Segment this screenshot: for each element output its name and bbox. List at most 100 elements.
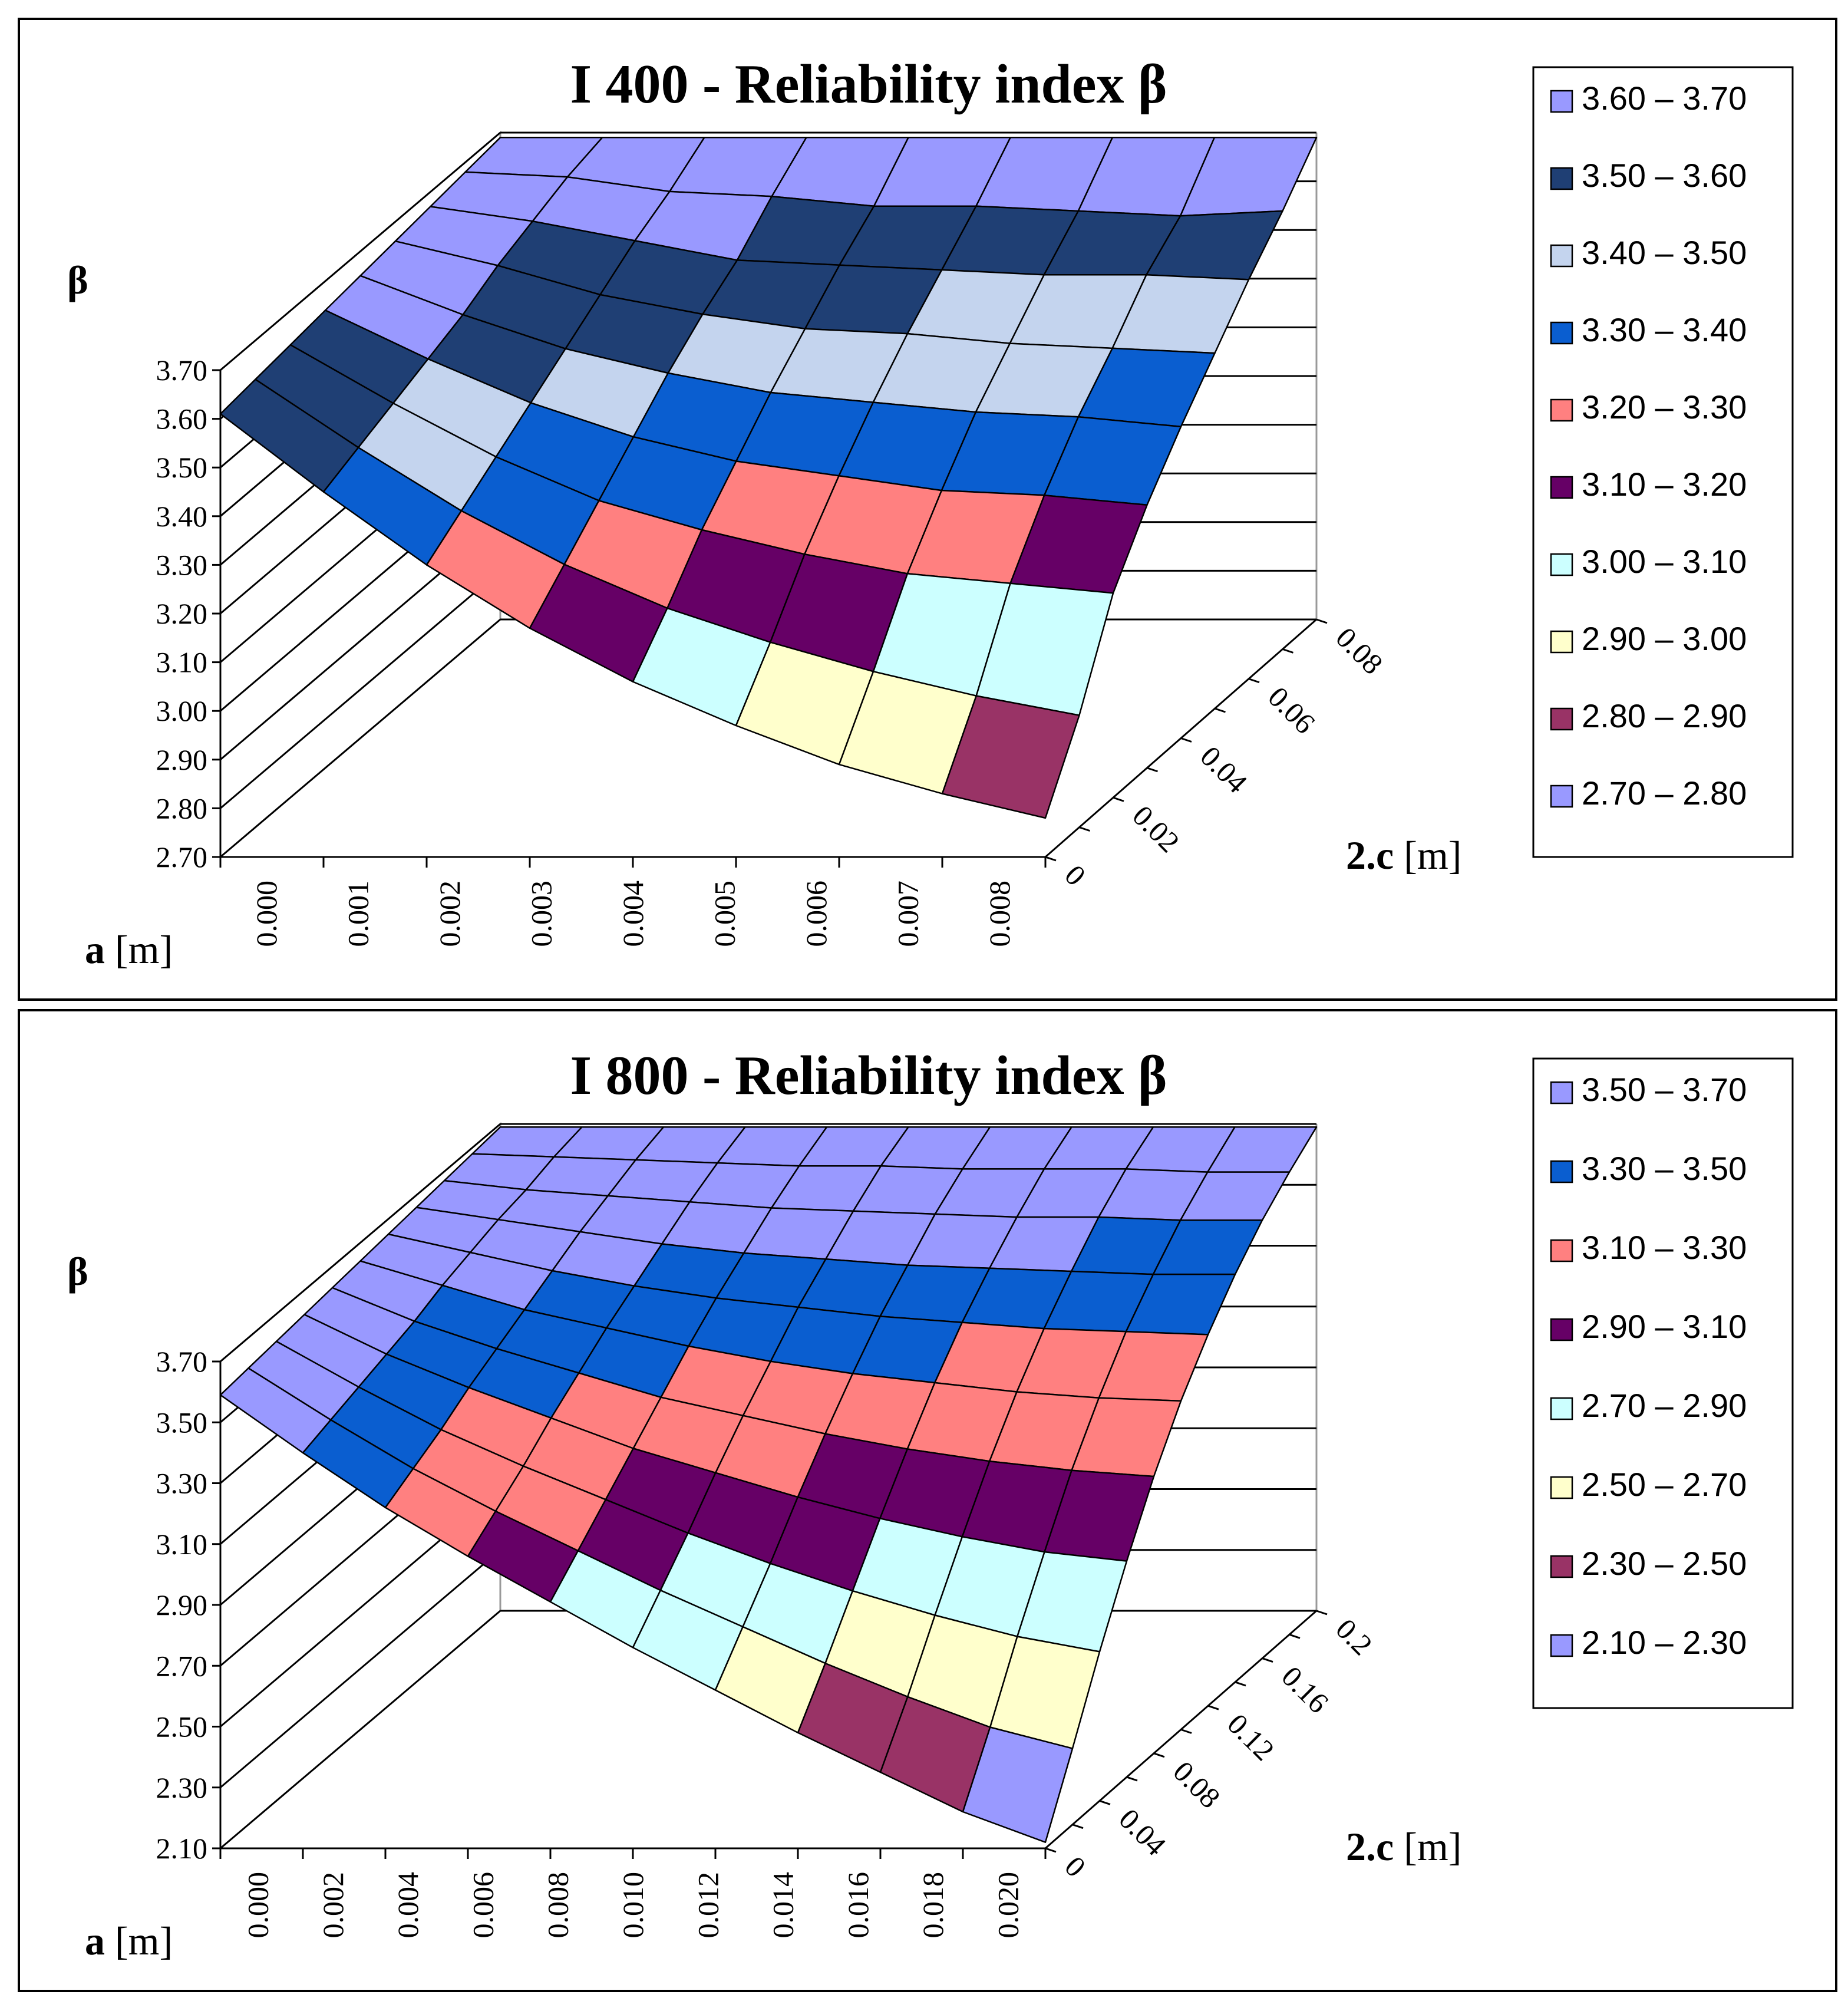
legend-swatch [1550, 398, 1573, 422]
legend-swatch [1550, 1476, 1573, 1499]
y-tick-label: 0.04 [1113, 1802, 1172, 1862]
legend-swatch [1550, 630, 1573, 654]
y-tick-mark [1316, 1610, 1328, 1616]
gridline-left-wall [220, 1610, 501, 1850]
z-tick-label: 3.40 [156, 500, 208, 533]
legend-box [1532, 1057, 1794, 1709]
x-axis: 0.000 0.002 0.004 0.006 0.008 0.010 0.012 0.014… [85, 1847, 1047, 1963]
x-tick-label: 0.007 [892, 881, 925, 947]
y-tick-mark [1235, 1681, 1246, 1687]
legend-label: 3.60 – 3.70 [1582, 80, 1747, 117]
gridline-left-wall [220, 570, 501, 809]
z-tick-label: 3.20 [156, 597, 208, 630]
legend-label: 3.00 – 3.10 [1582, 543, 1747, 580]
z-tick-label: 2.10 [156, 1832, 208, 1865]
z-tick-label: 3.70 [156, 354, 208, 387]
y-tick-mark [1248, 678, 1260, 684]
legend-swatch [1550, 707, 1573, 731]
legend-label: 3.50 – 3.60 [1582, 157, 1747, 194]
y-tick-mark [1099, 1799, 1111, 1805]
legend-label: 3.10 – 3.20 [1582, 466, 1747, 503]
y-tick-mark [1316, 618, 1328, 624]
z-tick-label: 3.30 [156, 1467, 208, 1500]
z-tick-label: 2.50 [156, 1710, 208, 1743]
x-tick-label: 0.012 [691, 1872, 724, 1939]
legend-label: 2.90 – 3.00 [1582, 620, 1747, 657]
x-tick-label: 0.020 [991, 1872, 1024, 1939]
legend-swatch [1550, 244, 1573, 268]
x-axis-title: a [m] [85, 927, 173, 972]
legend-swatch [1550, 1397, 1573, 1420]
surface-chart-i400: I 400 - Reliability index β 2.70 2.80 2.90 3… [67, 54, 1794, 972]
z-tick-label: 2.70 [156, 1649, 208, 1682]
x-tick-label: 0.000 [242, 1872, 275, 1939]
legend-swatch [1550, 1634, 1573, 1657]
x-tick-label: 0.005 [708, 881, 741, 947]
y-tick-label: 0.08 [1167, 1755, 1226, 1814]
x-tick-label: 0.010 [616, 1872, 649, 1939]
x-tick-label: 0.000 [250, 881, 283, 947]
gridline-left-wall [220, 618, 501, 858]
x-tick-label: 0.002 [316, 1872, 349, 1939]
x-tick-label: 0.006 [466, 1872, 499, 1939]
y-tick-mark [1215, 707, 1226, 713]
legend-swatch [1550, 1239, 1573, 1262]
y-tick-mark [1079, 826, 1090, 832]
legend-label: 2.70 – 2.90 [1582, 1387, 1747, 1424]
surface-cell [962, 1726, 1074, 1843]
legend-label: 3.10 – 3.30 [1582, 1229, 1747, 1266]
legend-label: 3.40 – 3.50 [1582, 234, 1747, 271]
z-tick-label: 2.90 [156, 743, 208, 776]
legend-label: 2.90 – 3.10 [1582, 1308, 1747, 1345]
legend-label: 2.10 – 2.30 [1582, 1624, 1747, 1661]
legend-label: 2.30 – 2.50 [1582, 1545, 1747, 1582]
x-tick-label: 0.008 [542, 1872, 575, 1939]
y-tick-mark [1262, 1657, 1273, 1663]
x-tick-label: 0.018 [916, 1872, 949, 1939]
y-tick-mark [1045, 856, 1057, 862]
x-tick-label: 0.006 [800, 881, 833, 947]
gridline-left-wall [220, 1549, 501, 1788]
legend-swatch [1550, 90, 1573, 113]
z-axis: 2.70 2.80 2.90 3.00 3.10 3.20 3.30 3.40 3.50 3.60… [67, 258, 222, 873]
z-tick-label: 3.10 [156, 646, 208, 679]
x-tick-label: 0.003 [524, 881, 557, 947]
x-tick-label: 0.008 [983, 881, 1016, 947]
y-tick-label: 0 [1058, 858, 1092, 892]
legend-swatch [1550, 1318, 1573, 1341]
surface [219, 137, 1318, 819]
x-tick-label: 0.001 [341, 881, 374, 947]
legend-label: 3.50 – 3.70 [1582, 1071, 1747, 1108]
legend-swatch [1550, 167, 1573, 190]
y-tick-label: 0.04 [1194, 740, 1253, 799]
z-tick-label: 3.00 [156, 694, 208, 727]
legend-swatch [1550, 1555, 1573, 1578]
x-tick-label: 0.016 [842, 1872, 874, 1939]
z-axis-title: β [67, 1249, 88, 1294]
legend-swatch [1550, 321, 1573, 345]
legend-box [1532, 66, 1794, 858]
legend-label: 2.80 – 2.90 [1582, 697, 1747, 734]
legend: 3.50 – 3.70 3.30 – 3.50 3.10 – 3.30 2.90 – … [1532, 1057, 1794, 1709]
x-tick-label: 0.004 [391, 1872, 424, 1939]
legend-label: 3.20 – 3.30 [1582, 388, 1747, 426]
x-tick-label: 0.002 [433, 881, 466, 947]
z-tick-label: 2.70 [156, 840, 208, 873]
chart-panel-i800: I 800 - Reliability index β 2.10 2.30 2.50 2… [18, 1009, 1837, 1992]
z-tick-label: 2.90 [156, 1588, 208, 1621]
z-tick-label: 3.10 [156, 1528, 208, 1561]
z-tick-label: 3.70 [156, 1345, 208, 1378]
legend-label: 2.70 – 2.80 [1582, 774, 1747, 812]
y-tick-mark [1126, 1776, 1138, 1782]
y-tick-label: 0.02 [1126, 799, 1186, 858]
z-tick-label: 2.30 [156, 1771, 208, 1804]
y-tick-label: 0.16 [1275, 1660, 1335, 1719]
y-tick-mark [1147, 767, 1158, 773]
chart-title: I 800 - Reliability index β [570, 1045, 1167, 1106]
surface-chart-i800: I 800 - Reliability index β 2.10 2.30 2.50 2… [67, 1045, 1794, 1963]
legend: 3.60 – 3.70 3.50 – 3.60 3.40 – 3.50 3.30 – … [1532, 66, 1794, 858]
y-axis: 0 0.040.080.120.160.2 2.c [m] [1045, 1610, 1461, 1883]
y-tick-mark [1207, 1705, 1219, 1710]
y-tick-mark [1072, 1824, 1084, 1829]
y-tick-label: 0.12 [1221, 1707, 1281, 1766]
